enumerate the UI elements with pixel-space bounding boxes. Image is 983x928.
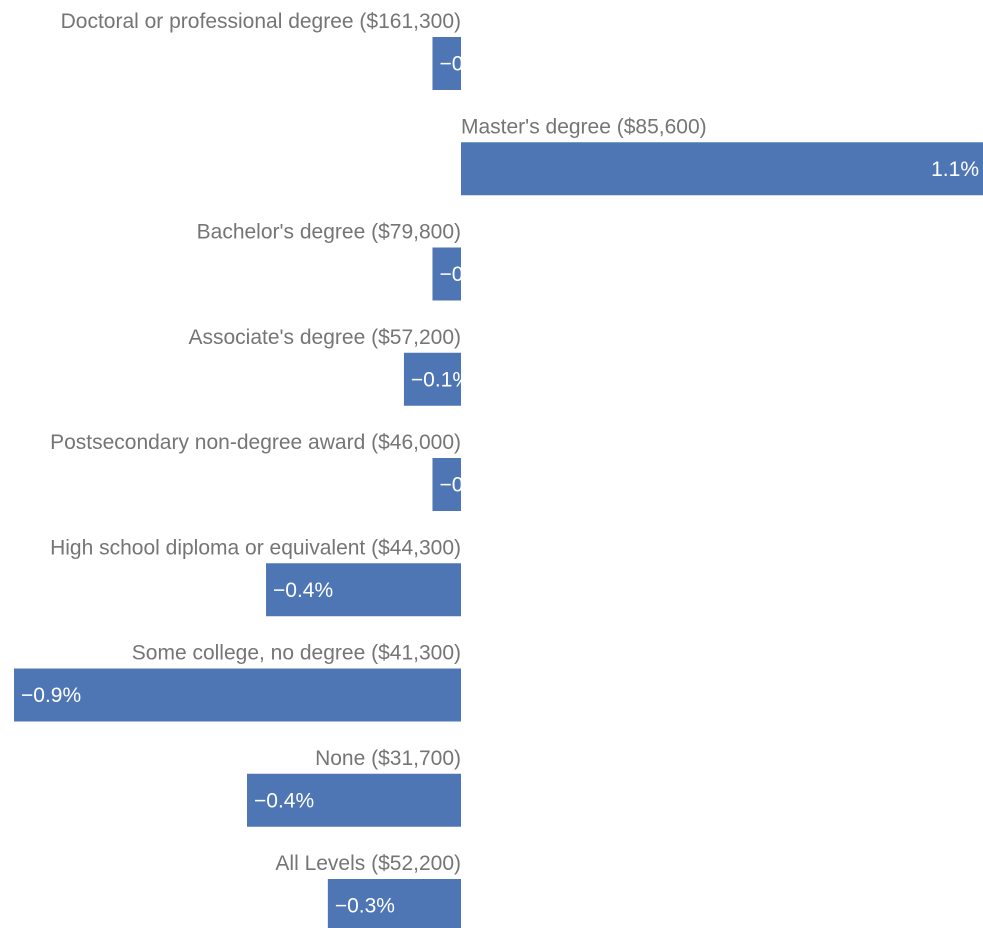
- category-label: High school diploma or equivalent ($44,3…: [50, 536, 461, 559]
- bar: [266, 563, 461, 617]
- value-label: −0.1%: [439, 263, 499, 286]
- bar: [461, 142, 983, 196]
- category-label: None ($31,700): [315, 747, 461, 770]
- bar: [14, 668, 461, 722]
- value-label: −0.1%: [411, 368, 471, 391]
- category-label: Master's degree ($85,600): [461, 115, 707, 138]
- value-label: −0.4%: [273, 579, 333, 602]
- value-label: −0.1%: [439, 474, 499, 497]
- category-label: Postsecondary non-degree award ($46,000): [50, 431, 461, 454]
- bar: [247, 773, 461, 827]
- value-label: −0.1%: [439, 53, 499, 76]
- bar: [432, 247, 461, 301]
- category-label: Some college, no degree ($41,300): [132, 642, 461, 665]
- bar: [432, 37, 461, 90]
- category-label: All Levels ($52,200): [275, 852, 461, 875]
- category-label: Associate's degree ($57,200): [188, 326, 461, 349]
- bar: [327, 879, 461, 928]
- value-label: −0.9%: [21, 684, 81, 707]
- bars-layer: Doctoral or professional degree ($161,30…: [14, 10, 983, 928]
- bar: [432, 458, 461, 511]
- category-label: Doctoral or professional degree ($161,30…: [61, 10, 461, 33]
- value-label: −0.4%: [254, 789, 314, 812]
- value-label: 1.1%: [931, 158, 979, 181]
- bar: [403, 352, 461, 406]
- category-label: Bachelor's degree ($79,800): [197, 221, 461, 244]
- value-label: −0.3%: [335, 895, 395, 918]
